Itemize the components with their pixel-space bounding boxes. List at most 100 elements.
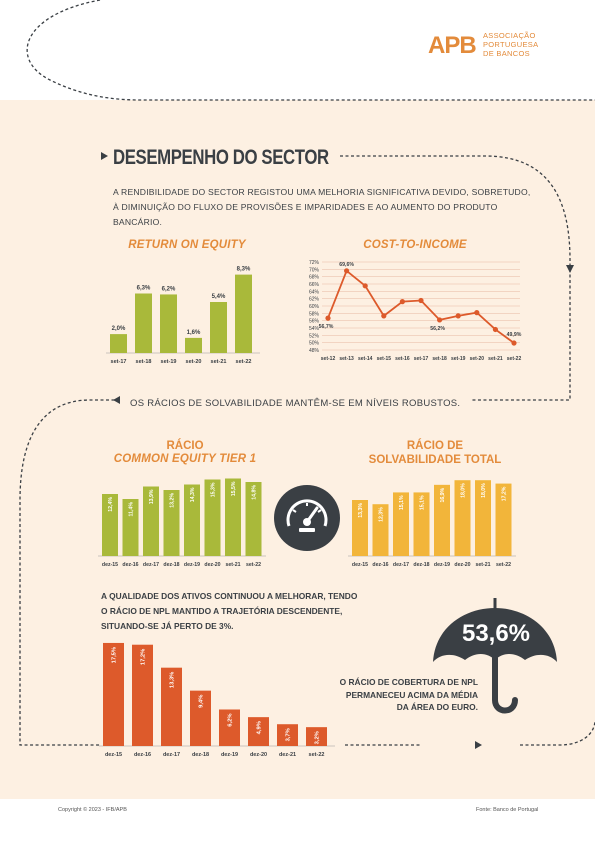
tick-label: dez-20 bbox=[204, 562, 220, 568]
y-tick-label: 68% bbox=[309, 275, 320, 281]
data-label: 12,4% bbox=[108, 497, 114, 512]
data-label: 17,2% bbox=[141, 649, 147, 665]
y-tick-label: 70% bbox=[309, 267, 320, 273]
data-label: 14,3% bbox=[190, 487, 196, 502]
y-tick-label: 56% bbox=[309, 319, 320, 325]
x-tick-label: set-22 bbox=[507, 356, 522, 362]
point-label: 49,9% bbox=[507, 332, 522, 338]
tick-label: dez-18 bbox=[413, 562, 429, 568]
x-tick-label: set-19 bbox=[451, 356, 466, 362]
data-label: 6,2% bbox=[228, 713, 234, 726]
data-label: 6,2% bbox=[162, 286, 176, 292]
x-tick-label: set-21 bbox=[488, 356, 503, 362]
coverage-text: O RÁCIO DE COBERTURA DE NPL PERMANECEU A… bbox=[339, 677, 478, 712]
bar bbox=[122, 499, 139, 556]
coverage-value: 53,6% bbox=[461, 620, 531, 647]
intro-text: A RENDIBILIDADE DO SECTOR REGISTOU UMA M… bbox=[113, 187, 531, 227]
y-tick-label: 72% bbox=[309, 260, 320, 266]
data-label: 12,3% bbox=[378, 507, 384, 522]
data-label: 8,3% bbox=[237, 267, 251, 273]
x-tick-label: set-12 bbox=[321, 356, 336, 362]
bar bbox=[413, 492, 430, 556]
data-label: 15,5% bbox=[231, 481, 237, 496]
cet1-title-line1: RÁCIO bbox=[166, 440, 204, 452]
tick-label: dez-17 bbox=[393, 562, 409, 568]
bar bbox=[163, 490, 180, 556]
tick-label: set-21 bbox=[476, 562, 491, 568]
tick-label: set-19 bbox=[161, 359, 177, 365]
tick-label: dez-18 bbox=[163, 562, 179, 568]
data-point bbox=[325, 315, 331, 321]
footer-copyright: Copyright © 2023 - IFB/APB bbox=[58, 807, 127, 813]
data-label: 9,4% bbox=[199, 695, 205, 708]
tick-label: dez-16 bbox=[134, 752, 151, 758]
umbrella-icon bbox=[433, 598, 557, 714]
data-label: 13,3% bbox=[358, 503, 364, 518]
data-label: 17,5% bbox=[112, 647, 118, 663]
bar bbox=[277, 724, 298, 746]
bar bbox=[393, 492, 409, 556]
bar bbox=[454, 480, 471, 556]
point-label: 69,6% bbox=[339, 262, 354, 268]
data-label: 16,9% bbox=[440, 487, 446, 502]
data-label: 18,0% bbox=[481, 483, 487, 498]
npl-chart: 17,5% dez-15 17,2% dez-16 13,3% dez-17 9,4% dez… bbox=[99, 642, 335, 758]
data-label: 3,7% bbox=[286, 728, 292, 741]
tick-label: dez-16 bbox=[122, 562, 138, 568]
data-point bbox=[455, 313, 461, 319]
roe-chart: 2,0% set-17 6,3% set-18 6,2% set-19 1,6% set-20… bbox=[106, 267, 260, 365]
x-tick-label: set-14 bbox=[358, 356, 373, 362]
bar bbox=[161, 667, 182, 746]
npl-text: A QUALIDADE DOS ATIVOS CONTINUOU A MELHO… bbox=[101, 591, 358, 631]
roe-title: RETURN ON EQUITY bbox=[128, 239, 246, 251]
bar bbox=[475, 480, 491, 556]
bar bbox=[235, 274, 252, 353]
data-label: 14,8% bbox=[251, 485, 257, 500]
tick-label: dez-20 bbox=[454, 562, 470, 568]
tick-label: set-22 bbox=[236, 359, 252, 365]
tcr-chart: 13,3% dez-15 12,3% dez-16 15,1% dez-17 15,1% de… bbox=[348, 480, 516, 568]
x-tick-label: set-18 bbox=[432, 356, 447, 362]
data-label: 15,3% bbox=[210, 482, 216, 497]
tick-label: dez-19 bbox=[434, 562, 450, 568]
tick-label: dez-16 bbox=[372, 562, 388, 568]
x-tick-label: set-17 bbox=[414, 356, 429, 362]
bar bbox=[185, 337, 202, 353]
data-label: 3,2% bbox=[315, 731, 321, 744]
bar bbox=[434, 484, 450, 556]
data-label: 13,2% bbox=[169, 493, 175, 508]
bar bbox=[245, 482, 262, 556]
cti-chart: 48%50% 52%54%56% 58%60%62% 64%66%68% 70%72% s… bbox=[309, 260, 522, 362]
tick-label: set-21 bbox=[226, 562, 241, 568]
data-point bbox=[474, 310, 480, 316]
tick-label: set-20 bbox=[186, 359, 202, 365]
data-label: 4,9% bbox=[257, 721, 263, 734]
data-point bbox=[511, 340, 517, 346]
tick-label: dez-19 bbox=[184, 562, 200, 568]
tcr-title-line1: RÁCIO DE bbox=[406, 440, 464, 452]
apb-logo-mark: APB bbox=[428, 32, 477, 59]
data-point bbox=[492, 326, 498, 333]
data-label: 13,3% bbox=[170, 672, 176, 688]
data-label: 15,1% bbox=[399, 495, 405, 510]
tick-label: dez-20 bbox=[250, 752, 267, 758]
x-tick-label: set-15 bbox=[377, 356, 392, 362]
data-label: 6,3% bbox=[137, 286, 151, 292]
tick-label: dez-15 bbox=[105, 752, 122, 758]
data-point bbox=[344, 268, 350, 274]
data-point bbox=[362, 283, 368, 289]
tick-label: dez-15 bbox=[352, 562, 368, 568]
y-tick-label: 66% bbox=[309, 282, 320, 288]
tick-label: set-17 bbox=[111, 359, 127, 365]
tcr-title-line2: SOLVABILIDADE TOTAL bbox=[368, 454, 502, 466]
data-point bbox=[399, 299, 405, 305]
y-tick-label: 64% bbox=[309, 289, 320, 295]
data-label: 15,1% bbox=[419, 495, 425, 510]
data-point bbox=[381, 313, 387, 319]
data-label: 13,9% bbox=[149, 489, 155, 504]
data-label: 2,0% bbox=[112, 326, 126, 332]
cti-line bbox=[327, 269, 515, 344]
y-tick-label: 62% bbox=[309, 297, 320, 303]
section-title: DESEMPENHO DO SECTOR bbox=[113, 146, 329, 169]
